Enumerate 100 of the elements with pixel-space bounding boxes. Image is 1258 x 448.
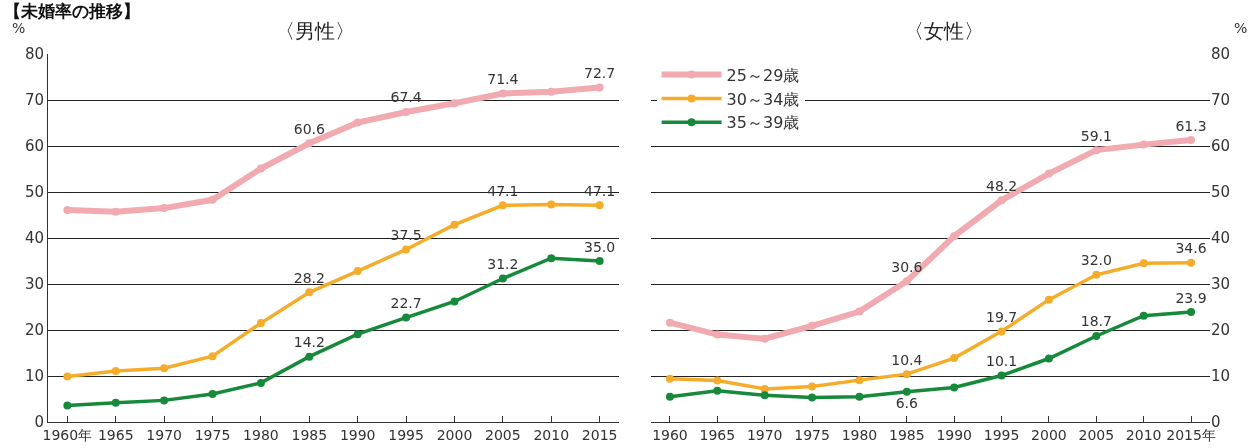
- y-tick-label: 80: [24, 45, 44, 64]
- point: [353, 118, 362, 127]
- y-tick-label: 30: [24, 275, 44, 294]
- y2-tick-label: 60: [1211, 137, 1231, 156]
- point: [450, 99, 459, 108]
- point: [402, 245, 411, 254]
- y-tick-label: 10: [24, 367, 44, 386]
- point: [1044, 169, 1053, 178]
- point: [450, 297, 459, 306]
- point: [1139, 259, 1148, 268]
- point: [305, 139, 314, 148]
- y-tick-label: 20: [24, 321, 44, 340]
- x-tick-label: 1975: [794, 426, 830, 443]
- point: [997, 196, 1006, 205]
- y-tick-label: 50: [24, 183, 44, 202]
- data-label: 10.4: [891, 351, 923, 368]
- point: [160, 396, 169, 405]
- point: [547, 87, 556, 96]
- x-tick-label: 2005: [485, 426, 521, 443]
- point: [256, 164, 265, 173]
- point: [713, 386, 722, 395]
- point: [111, 398, 120, 407]
- point: [855, 307, 864, 316]
- point: [760, 334, 769, 343]
- x-tick-label: 2015: [581, 426, 618, 443]
- y-tick-label: 40: [24, 229, 44, 248]
- point: [950, 383, 959, 392]
- data-label: 30.6: [891, 258, 923, 275]
- point: [547, 200, 556, 209]
- point: [808, 382, 817, 391]
- point: [713, 330, 722, 339]
- legend-label: 35～39歳: [726, 113, 800, 133]
- point: [208, 195, 217, 204]
- point: [808, 321, 817, 330]
- point: [63, 372, 72, 381]
- y2-tick-label: 10: [1211, 367, 1231, 386]
- y-tick-label: 60: [24, 137, 44, 156]
- point: [595, 257, 604, 265]
- x-tick-label: 1995: [983, 426, 1020, 443]
- point: [950, 354, 959, 363]
- y2-tick-label: 20: [1211, 321, 1231, 340]
- data-label: 71.4: [487, 71, 519, 88]
- x-tick-label: 1960: [652, 426, 688, 443]
- data-label: 35.0: [584, 238, 616, 255]
- y2-axis-title: %: [1234, 20, 1248, 36]
- point: [595, 201, 604, 210]
- data-label: 31.2: [487, 255, 519, 272]
- data-label: 48.2: [985, 177, 1018, 194]
- point: [256, 378, 265, 387]
- point: [902, 387, 911, 396]
- point: [1092, 270, 1101, 279]
- point: [256, 319, 265, 328]
- point: [402, 313, 411, 322]
- point: [305, 352, 314, 361]
- point: [1044, 354, 1053, 363]
- point: [1092, 146, 1101, 155]
- point: [208, 352, 217, 361]
- point: [1187, 308, 1196, 317]
- data-label: 22.7: [390, 295, 422, 312]
- point: [1044, 295, 1053, 304]
- x-tick-label: 1985: [291, 426, 328, 443]
- x-tick-label: 2000: [436, 426, 473, 443]
- point: [997, 327, 1006, 336]
- data-label: 28.2: [293, 269, 325, 286]
- point: [111, 207, 120, 216]
- point: [160, 204, 169, 213]
- legend-label: 30～34歳: [726, 89, 800, 109]
- x-tick-label: 1995: [388, 426, 424, 443]
- x-tick-label: 2015年: [1166, 426, 1216, 443]
- x-tick-label: 1960年: [42, 426, 93, 443]
- x-tick-label: 1970: [746, 426, 783, 443]
- point: [855, 392, 864, 401]
- legend-label: 25～29歳: [726, 65, 800, 85]
- point: [498, 89, 507, 98]
- point: [665, 392, 674, 401]
- y-tick-label: 70: [24, 91, 44, 110]
- point: [63, 205, 72, 214]
- point: [902, 370, 911, 379]
- x-tick-label: 1965: [699, 426, 736, 443]
- point: [160, 364, 169, 373]
- data-label: 14.2: [293, 334, 325, 351]
- point: [450, 220, 459, 229]
- x-tick-label: 2005: [1078, 426, 1115, 443]
- y-tick-label: 0: [34, 413, 44, 432]
- point: [305, 288, 314, 297]
- x-tick-label: 1980: [243, 426, 279, 443]
- data-label: 59.1: [1080, 127, 1112, 144]
- point: [547, 254, 556, 263]
- x-tick-label: 1975: [194, 426, 231, 443]
- point: [665, 318, 674, 327]
- point: [111, 366, 120, 375]
- point: [498, 201, 507, 210]
- x-tick-label: 2010: [533, 426, 570, 443]
- point: [595, 83, 604, 92]
- y2-tick-label: 50: [1211, 183, 1231, 202]
- data-label: 23.9: [1175, 289, 1207, 306]
- x-tick-label: 1985: [888, 426, 925, 443]
- point: [498, 274, 507, 283]
- data-label: 32.0: [1080, 252, 1112, 269]
- point: [855, 376, 864, 385]
